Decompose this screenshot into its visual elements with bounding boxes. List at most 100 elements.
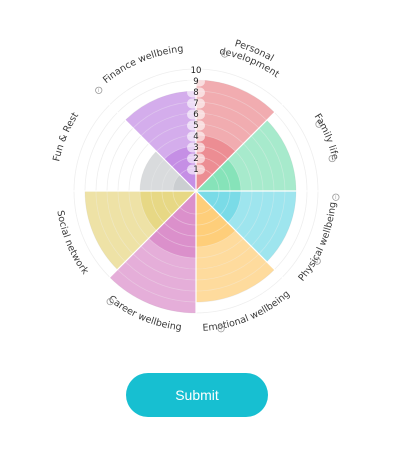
segment-ring: [106, 190, 134, 255]
info-icon[interactable]: i: [217, 325, 225, 333]
svg-text:i: i: [335, 195, 336, 201]
scale-pill: [187, 142, 205, 153]
segment-separator: [195, 190, 284, 279]
segment-ring: [150, 190, 165, 224]
segment-ring: [195, 253, 260, 281]
segment-core-fun-and-rest: [173, 174, 196, 191]
segment-ring: [258, 127, 286, 192]
scale-number: 5: [193, 121, 198, 131]
segment-ring: [156, 230, 197, 248]
segment-ring: [211, 174, 220, 192]
segment-ring: [195, 222, 229, 237]
scale-number: 9: [193, 77, 198, 87]
svg-text:i: i: [98, 88, 99, 94]
segment-ring: [227, 158, 242, 192]
segment-core-personal-development: [196, 135, 236, 191]
segment-ring: [161, 190, 173, 216]
segment-personal-development[interactable]: [195, 80, 275, 191]
segment-ring: [235, 151, 253, 192]
info-icon[interactable]: i: [315, 120, 323, 128]
scale-mark: 6: [187, 109, 205, 120]
segment-ring: [139, 190, 157, 231]
svg-text:i: i: [318, 122, 319, 128]
segment-label-fun-and-rest: Fun & Rest: [51, 110, 81, 162]
scale-pill: [187, 164, 205, 175]
segment-ring: [163, 222, 197, 237]
segment-ring: [219, 166, 231, 192]
segment-ring: [172, 190, 181, 208]
segment-fun-and-rest[interactable]: [140, 151, 196, 192]
scale-mark: 8: [187, 87, 205, 98]
segment-ring: [125, 261, 197, 292]
segment-label-finance-wellbeing: Finance wellbeing: [101, 44, 184, 86]
wheel-segments[interactable]: [73, 68, 319, 314]
segment-social-network[interactable]: [85, 190, 196, 270]
scale-mark: 3: [187, 142, 205, 153]
info-icon[interactable]: i: [221, 50, 229, 58]
svg-text:i: i: [224, 52, 225, 58]
info-icon[interactable]: i: [332, 193, 340, 201]
segment-ring: [172, 174, 181, 192]
segment-ring: [243, 190, 264, 239]
segment-ring: [243, 143, 264, 192]
segment-ring: [128, 190, 149, 239]
scale-mark: 1: [187, 164, 205, 175]
segment-ring: [250, 190, 275, 247]
scale-number: 6: [193, 110, 198, 120]
segment-ring: [195, 238, 244, 259]
segment-ring: [171, 214, 197, 226]
segment-ring: [161, 166, 173, 192]
segment-ring: [150, 158, 165, 192]
segment-family-life[interactable]: [196, 120, 296, 192]
scale-pill: [187, 87, 205, 98]
scale-number: 10: [191, 66, 202, 76]
segment-ring: [195, 206, 213, 215]
segment-ring: [95, 190, 126, 262]
scale-mark: 4: [187, 131, 205, 142]
segment-core-physical-wellbeing: [196, 191, 241, 223]
scale-pill: [187, 120, 205, 131]
segment-ring: [132, 253, 197, 281]
segment-ring: [227, 190, 242, 224]
segment-ring: [179, 206, 197, 215]
segment-label-physical-wellbeing: Physical wellbeing: [296, 201, 338, 283]
scale-mark: 7: [187, 98, 205, 109]
scale-number: 3: [193, 143, 198, 153]
segment-ring: [140, 245, 197, 270]
info-icon[interactable]: i: [328, 154, 336, 162]
info-icon[interactable]: i: [313, 257, 321, 265]
scale-number: 4: [193, 132, 198, 142]
segment-core-career-wellbeing: [148, 191, 196, 258]
segment-ring: [250, 135, 275, 192]
svg-text:i: i: [331, 156, 332, 162]
segment-label-family-life: Family life: [312, 112, 341, 161]
segment-ring: [117, 269, 197, 303]
svg-text:i: i: [316, 259, 317, 265]
segment-career-wellbeing[interactable]: [109, 191, 197, 313]
segment-ring: [195, 261, 267, 292]
segment-ring: [195, 230, 236, 248]
segment-ring: [195, 214, 221, 226]
info-icon[interactable]: i: [95, 86, 103, 94]
submit-button[interactable]: Submit: [126, 373, 268, 417]
info-icon[interactable]: i: [106, 298, 114, 305]
segment-ring: [258, 190, 286, 255]
scale-mark: 10: [191, 66, 202, 76]
segment-separator: [108, 103, 197, 192]
scale-mark: 5: [187, 120, 205, 131]
svg-text:i: i: [109, 299, 110, 305]
segment-separator: [195, 103, 284, 192]
scale-pill: [187, 109, 205, 120]
segment-emotional-wellbeing[interactable]: [195, 191, 275, 302]
segment-physical-wellbeing[interactable]: [196, 190, 296, 262]
segment-separator: [108, 190, 197, 279]
segment-core-emotional-wellbeing: [196, 191, 236, 247]
scale-number: 7: [193, 99, 198, 109]
segment-ring: [117, 190, 142, 247]
scale-pill: [187, 98, 205, 109]
scale-mark: 2: [187, 153, 205, 164]
segment-ring: [219, 190, 231, 216]
scale-number: 8: [193, 88, 198, 98]
